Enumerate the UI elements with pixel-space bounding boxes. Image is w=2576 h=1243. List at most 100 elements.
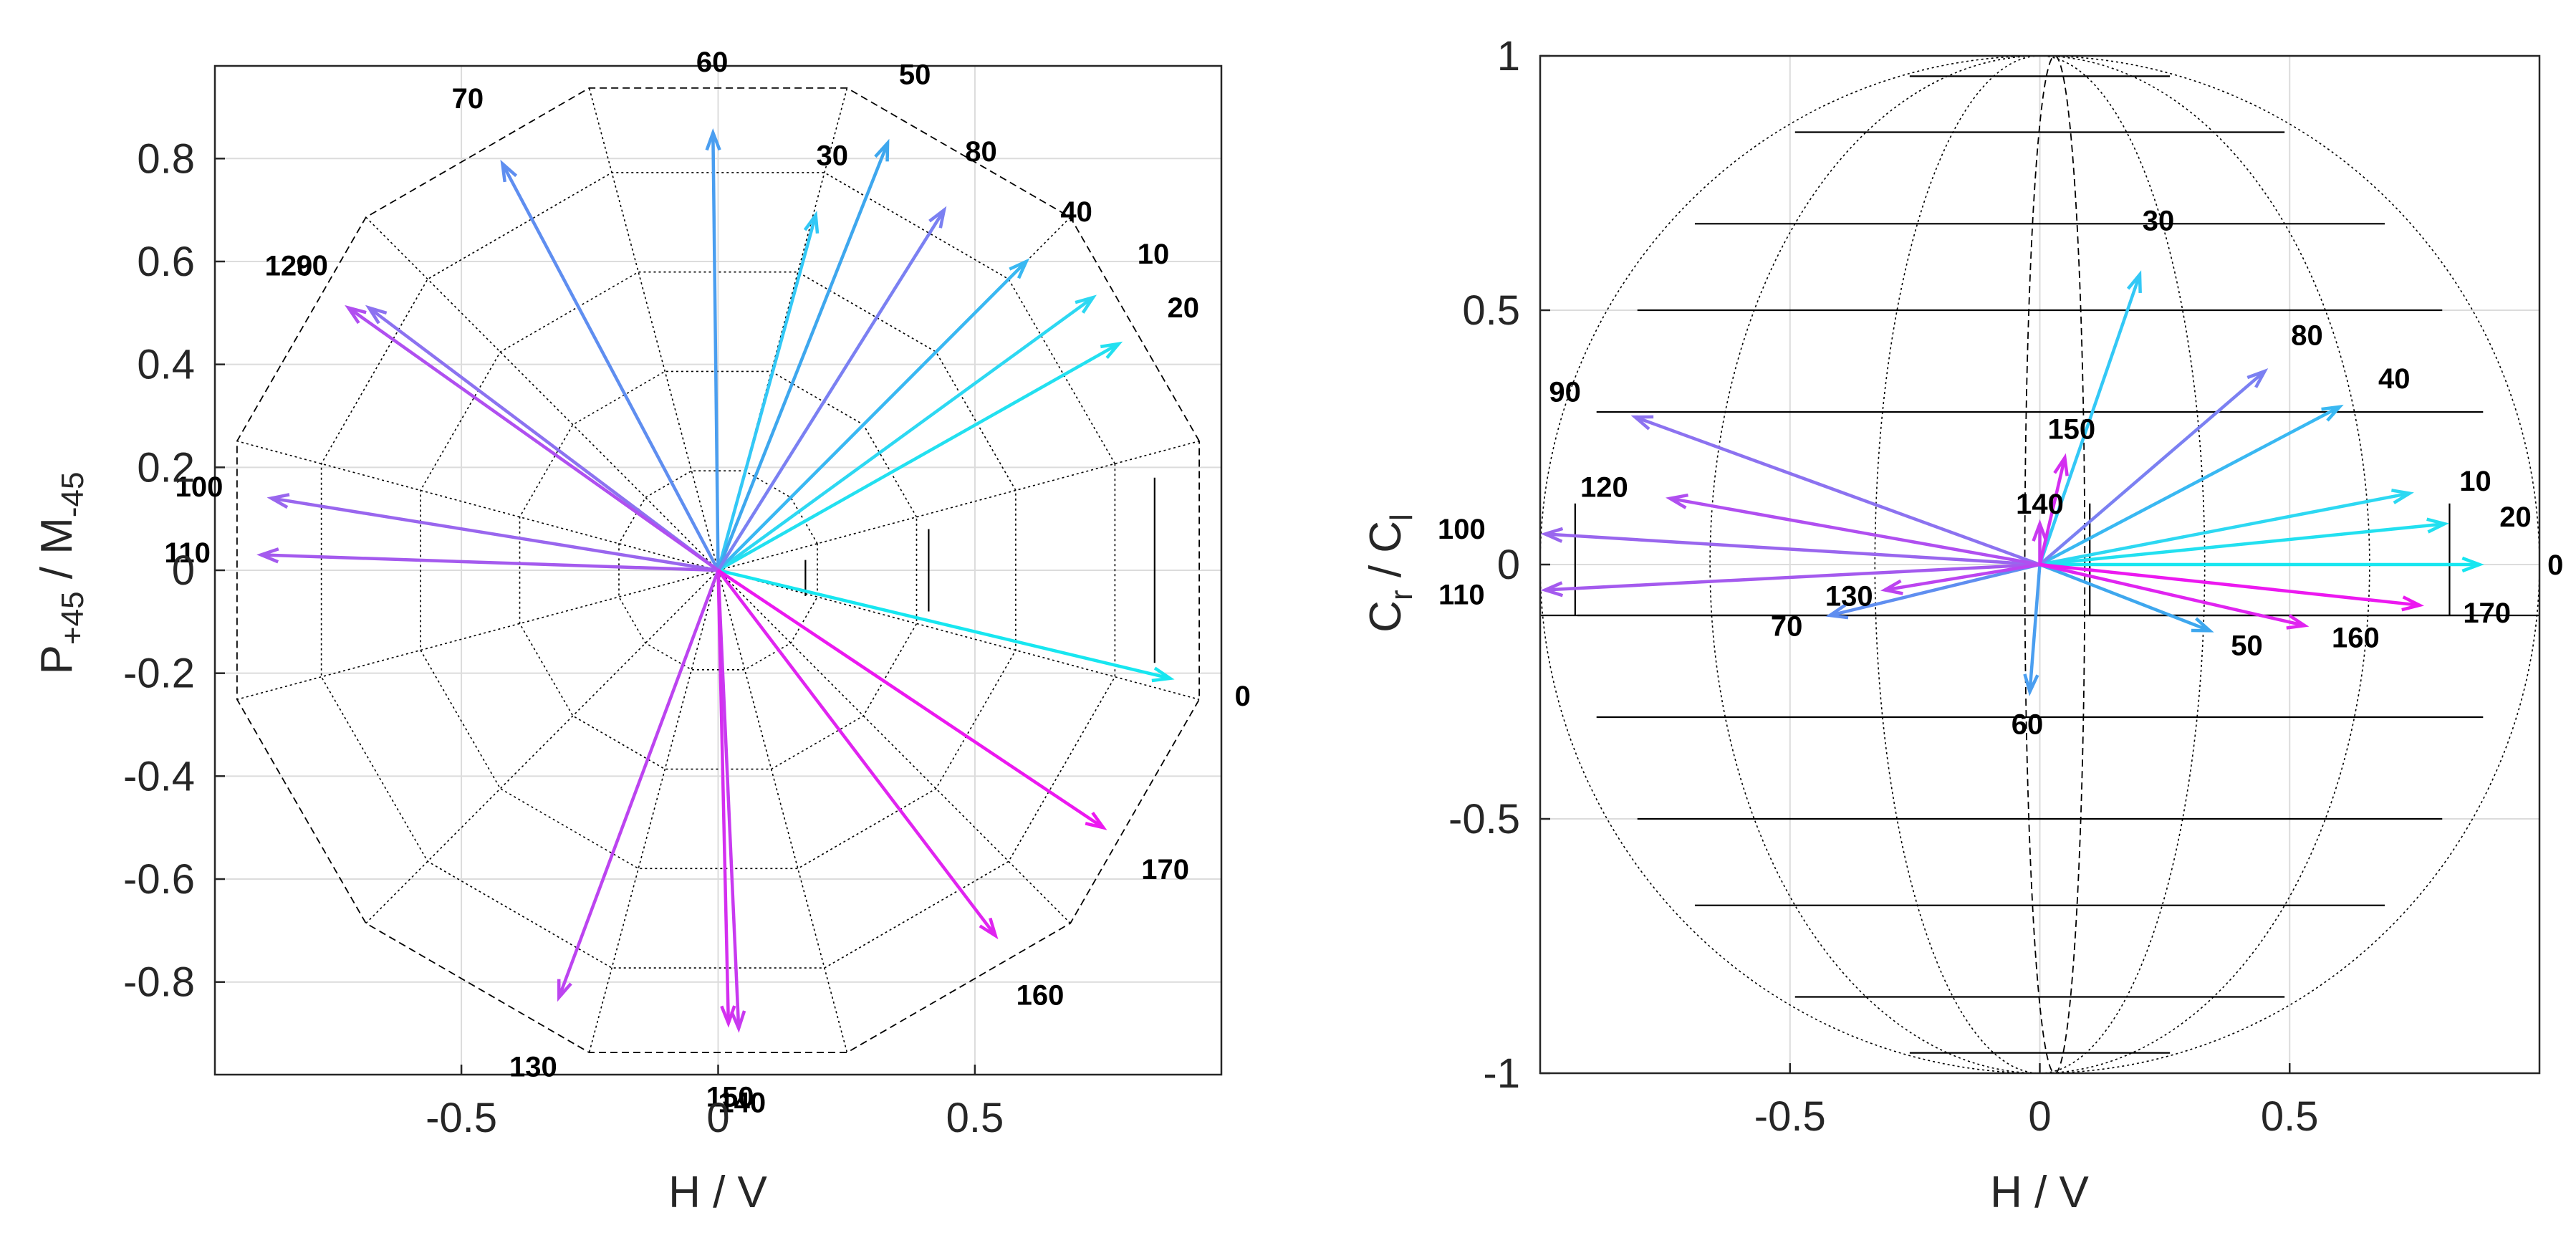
vector-20 [717,341,1123,572]
vector-shaft [1544,562,2040,592]
vector-shaft [2039,562,2420,608]
x-tick-label: 0 [706,1095,729,1141]
vector-label-90: 90 [1549,376,1581,408]
vector-110 [1540,562,2040,597]
vector-90 [1630,415,2041,567]
vector-80 [716,206,947,572]
x-tick-label: 0 [2028,1093,2051,1140]
vector-label-70: 70 [1771,611,1803,643]
vector-shaft [2039,405,2341,566]
vector-head [365,304,388,325]
vector-160 [716,569,999,940]
vector-50 [716,138,890,571]
vector-head [1666,493,1688,509]
vector-30 [716,211,820,571]
vector-label-130: 130 [509,1051,557,1083]
vector-head [720,1005,736,1028]
vector-140 [716,570,746,1033]
left-gridlines [215,66,1221,1075]
vector-shaft [2039,370,2266,566]
vector-head [2461,556,2484,573]
vector-shaft [2028,564,2042,692]
right-y-tick-labels: 1 0.5 0 -0.5 -1 [1448,33,1550,1097]
vector-shaft [2038,457,2067,565]
x-tick-label: 0.5 [2261,1093,2319,1140]
x-tick-label: -0.5 [426,1095,497,1141]
vector-label-90: 90 [296,250,328,282]
vector-shaft [557,570,720,999]
vector-head [979,917,999,940]
vector-head [1009,258,1030,279]
vector-shaft [271,496,719,572]
vector-label-30: 30 [816,140,848,172]
polar-spoke [365,216,719,571]
vector-shaft [1544,532,2040,567]
vector-label-140: 140 [718,1087,766,1118]
vector-shaft [717,296,1095,572]
vector-head [2286,614,2310,630]
vector-label-170: 170 [2463,597,2511,629]
vector-shaft [1669,496,2040,567]
y-tick-label: 0.2 [137,444,195,491]
vector-50 [2039,562,2214,633]
vector-120 [1666,493,2040,567]
vector-head [345,304,367,325]
y-tick-label: 1 [1497,33,1520,80]
vector-shaft [1884,562,2040,592]
vector-label-110: 110 [1438,579,1485,610]
vector-0 [2039,556,2484,573]
vector-head [557,979,572,1002]
vector-head [1540,581,1564,597]
vector-label-130: 130 [1825,581,1873,613]
right-chart-panel: 0102030405060708090100110120130140150160… [1361,33,2563,1217]
vector-head [1825,603,1849,620]
vector-shaft [1634,415,2041,567]
right-vectors [1540,270,2484,696]
vector-head [1630,415,1654,431]
vector-label-20: 20 [2499,501,2532,533]
vector-head [874,138,890,162]
vector-head [1075,294,1097,314]
y-tick-label: 0.5 [1462,287,1520,334]
vector-10 [2039,489,2414,567]
vector-shaft [367,306,719,572]
left-polar-wireframe [236,87,1200,1053]
vector-150 [716,570,736,1028]
vector-label-60: 60 [696,47,729,78]
vector-170 [2039,562,2424,612]
vector-head [2426,517,2449,534]
vector-shaft [501,163,720,572]
vector-10 [717,294,1097,572]
right-vector-labels: 0 10 20 30 40 50 60 70 80 90 100 110 120 130 140 150 160… [1438,206,2563,741]
vector-label-80: 80 [965,136,997,168]
vector-label-150: 150 [706,1081,754,1113]
vector-head [1540,527,1564,543]
y-tick-label: 0 [172,547,195,594]
y-tick-label: -0.4 [123,753,195,800]
vector-60 [705,128,721,571]
vector-40 [716,258,1030,572]
left-x-tick-labels: -0.5 0 0.5 [426,1065,1004,1141]
vector-shaft [716,570,731,1024]
vector-label-10: 10 [2459,466,2491,497]
vector-head [928,206,947,229]
vector-label-40: 40 [2378,363,2411,395]
y-tick-label: 0.8 [137,135,195,182]
left-y-axis-label: P+45 / M-45 [32,472,90,675]
right-x-axis-label: H / V [1990,1168,2089,1217]
vector-head [2246,368,2269,388]
vector-130 [557,570,720,1002]
vector-label-0: 0 [2547,549,2563,581]
vector-label-10: 10 [1138,239,1170,270]
vector-label-140: 140 [2016,489,2064,520]
vector-shaft [716,214,817,571]
vector-shaft [347,306,719,572]
y-tick-label: 0.6 [137,239,195,285]
vector-label-50: 50 [2231,630,2263,661]
vector-label-120: 120 [1580,471,1628,503]
vector-shaft [716,142,890,571]
vector-30 [2038,270,2142,565]
vector-shaft [717,568,1171,681]
vector-shaft [1830,562,2041,618]
